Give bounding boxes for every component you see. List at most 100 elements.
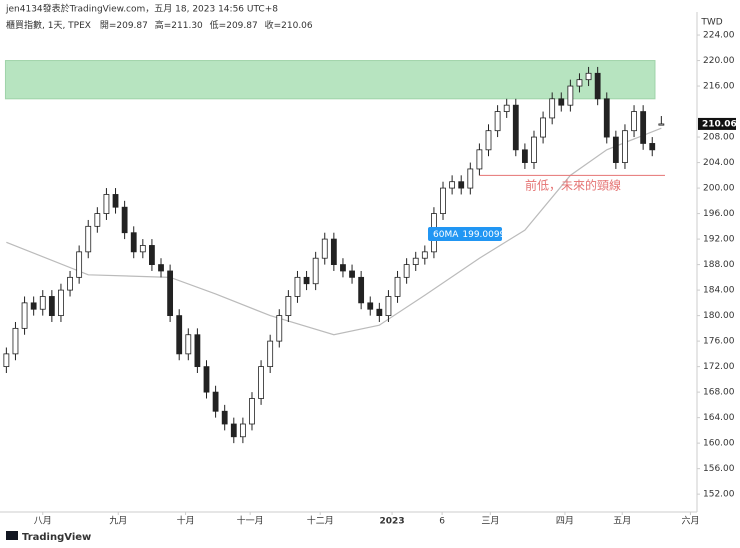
candle-body (540, 117, 546, 138)
legend-value: 211.30 (171, 21, 203, 31)
candle (167, 264, 174, 322)
candle-body (85, 225, 92, 253)
candle-body (303, 276, 310, 285)
candle (458, 175, 465, 195)
candle-body (612, 136, 619, 163)
candle (567, 79, 574, 112)
candle (203, 360, 210, 399)
candle-body (521, 149, 528, 163)
candle (449, 175, 456, 195)
candle-body (167, 270, 174, 317)
candle-body (476, 149, 483, 170)
candle (294, 270, 301, 303)
candle-body (139, 245, 146, 253)
y-tick-label: 184.00 (703, 286, 735, 296)
candle (303, 270, 310, 291)
legend-value: 209.87 (226, 21, 258, 31)
candle (658, 116, 665, 126)
candle-body (312, 257, 319, 285)
candle-body (185, 334, 192, 355)
candle (631, 105, 637, 138)
x-tick-label: 四月 (556, 516, 574, 527)
candle (521, 143, 528, 169)
candle (594, 66, 601, 106)
y-tick-label: 176.00 (703, 337, 735, 347)
x-tick-label: 三月 (481, 516, 499, 527)
y-tick-label: 208.00 (703, 133, 735, 143)
candle-body (631, 111, 637, 132)
candle-body (658, 123, 665, 126)
y-tick-label: 196.00 (703, 209, 735, 219)
x-tick-label: 2023 (380, 517, 405, 527)
candle-body (276, 315, 283, 342)
y-tick-label: 152.00 (703, 490, 735, 500)
logo (6, 531, 18, 540)
candle-body (440, 187, 446, 214)
candle-body (294, 276, 301, 297)
candle (476, 143, 483, 176)
candle-body (158, 264, 164, 272)
y-tick-label: 160.00 (703, 439, 735, 449)
candle (76, 245, 83, 284)
y-tick-label: 180.00 (703, 311, 735, 321)
candle (558, 92, 565, 112)
currency: TWD (700, 18, 722, 28)
candle-body (622, 130, 628, 163)
candle (403, 258, 410, 284)
candle-body (103, 194, 110, 214)
candle (394, 270, 401, 303)
x-tick-label: 6 (439, 517, 445, 527)
x-tick-label: 十月 (177, 515, 195, 527)
candle (149, 239, 155, 271)
candle-body (330, 238, 337, 265)
legend-value: 210.06 (281, 21, 313, 31)
candle-body (512, 104, 519, 151)
candle-body (212, 391, 219, 412)
candle (30, 296, 37, 316)
candle (121, 200, 128, 240)
candle-body (358, 276, 365, 304)
candle-body (649, 143, 656, 151)
candle (640, 105, 647, 150)
candle-body (94, 213, 101, 227)
candle-body (121, 206, 128, 234)
candle-body (567, 85, 574, 106)
candle (48, 290, 55, 322)
x-tick-label: 八月 (34, 516, 52, 527)
candle-body (403, 264, 410, 278)
candle (576, 73, 583, 93)
candle-body (130, 232, 137, 253)
candle (340, 258, 346, 278)
candle (321, 232, 328, 265)
candle-body (576, 79, 583, 87)
candle (385, 290, 392, 322)
legend: 櫃買指數, 1天, TPEX 開=209.87 高=211.30 低=209.8… (6, 19, 313, 31)
y-tick-label: 168.00 (703, 388, 735, 398)
candle (176, 309, 183, 361)
ma-line (6, 127, 662, 336)
candle (130, 226, 137, 259)
candle-body (394, 276, 401, 297)
candle-body (221, 410, 228, 425)
ma-value: 199.00999 (462, 230, 511, 240)
candle-body (249, 398, 255, 425)
candle (185, 328, 192, 361)
ma-label: 60MA 199.00999 (433, 230, 511, 240)
footer: TradingView (22, 532, 91, 543)
candle (358, 270, 365, 310)
candle (376, 302, 383, 322)
candle-body (449, 181, 456, 189)
y-tick-label: 156.00 (703, 464, 735, 474)
x-tick-label: 十二月 (307, 515, 334, 527)
candle-body (640, 111, 647, 144)
candle-body (503, 104, 510, 112)
candle (494, 105, 501, 138)
candle (249, 392, 255, 431)
candle (39, 290, 46, 316)
symbol: 櫃買指數, 1天, TPEX (6, 19, 91, 31)
candle-body (485, 130, 492, 151)
legend-key: 低= (210, 19, 227, 31)
candle (3, 347, 10, 373)
candle-body (421, 251, 428, 259)
